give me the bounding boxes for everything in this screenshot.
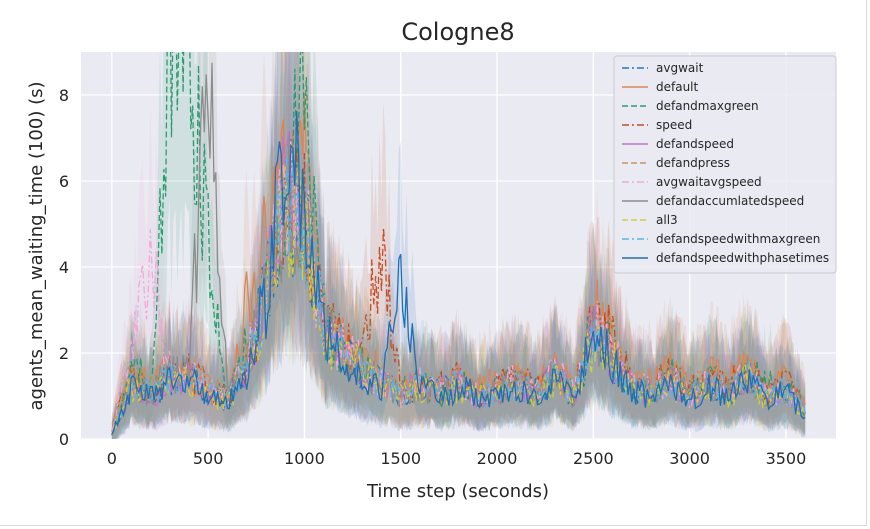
legend-entry: defandspeedwithphasetimes bbox=[656, 251, 829, 265]
x-tick-label: 3500 bbox=[766, 449, 807, 468]
y-tick-label: 0 bbox=[59, 430, 69, 449]
legend-entry: defandmaxgreen bbox=[656, 99, 759, 113]
series-lines bbox=[111, 52, 806, 436]
y-tick-labels: 0 2 4 6 8 bbox=[59, 86, 69, 449]
x-tick-label: 1500 bbox=[380, 449, 421, 468]
y-tick-label: 4 bbox=[59, 258, 69, 277]
chart-title: Cologne8 bbox=[401, 18, 514, 46]
y-axis-label: agents_mean_waiting_time (100) (s) bbox=[26, 81, 47, 410]
y-tick-label: 6 bbox=[59, 172, 69, 191]
y-tick-label: 2 bbox=[59, 344, 69, 363]
x-tick-labels: 0 500 1000 1500 2000 2500 3000 3500 bbox=[107, 449, 807, 468]
legend-entry: avgwaitavgspeed bbox=[656, 175, 762, 189]
x-tick-label: 3000 bbox=[669, 449, 710, 468]
legend-entry: defandpress bbox=[656, 156, 730, 170]
legend-entry: speed bbox=[656, 118, 692, 132]
x-tick-label: 0 bbox=[107, 449, 117, 468]
legend-entry: defandspeedwithmaxgreen bbox=[656, 232, 820, 246]
y-tick-label: 8 bbox=[59, 86, 69, 105]
x-tick-label: 1000 bbox=[284, 449, 325, 468]
legend-entry: default bbox=[656, 80, 699, 94]
legend-box bbox=[613, 55, 837, 274]
x-axis-label: Time step (seconds) bbox=[366, 481, 549, 502]
series-line bbox=[111, 164, 806, 435]
legend-entry: defandspeed bbox=[656, 137, 734, 151]
x-tick-label: 500 bbox=[193, 449, 224, 468]
legend-entry: defandaccumlatedspeed bbox=[656, 194, 804, 208]
legend-entry: avgwait bbox=[656, 61, 704, 75]
x-tick-label: 2500 bbox=[573, 449, 614, 468]
legend-entry: all3 bbox=[656, 213, 678, 227]
series-line bbox=[111, 110, 806, 435]
x-tick-label: 2000 bbox=[477, 449, 518, 468]
legend: avgwait default defandmaxgreen speed defands… bbox=[613, 55, 837, 274]
series-line bbox=[111, 145, 806, 435]
